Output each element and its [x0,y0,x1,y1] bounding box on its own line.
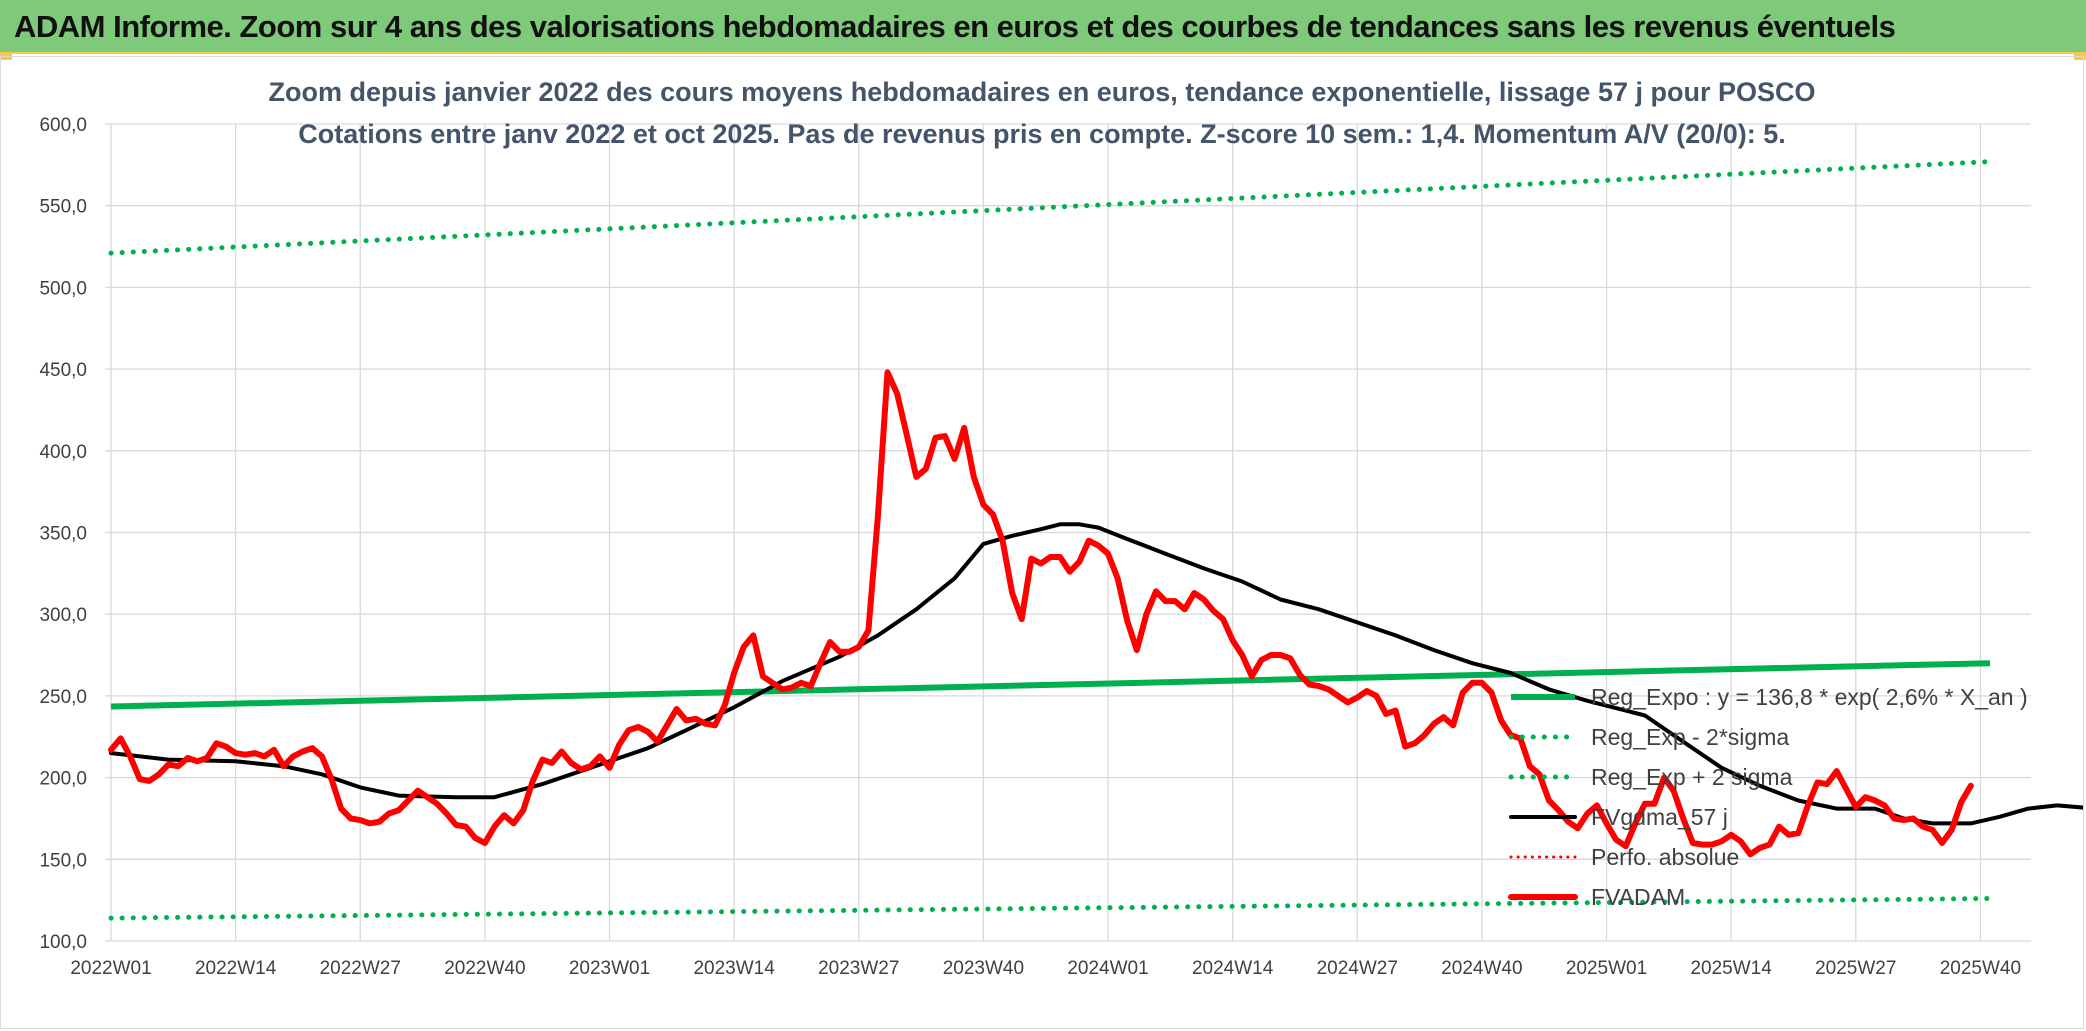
y-tick-label: 200,0 [39,769,87,790]
legend-label: FVgdma_57 j [1591,804,1728,830]
x-tick-label: 2024W14 [1192,958,1274,979]
legend-label: Reg_Exp - 2*sigma [1591,724,1789,750]
y-tick-label: 100,0 [39,932,87,953]
legend-label: FVADAM [1591,884,1685,910]
legend-label: Perfo. absolue [1591,844,1739,870]
y-tick-label: 400,0 [39,442,87,463]
report-title: ADAM Informe. Zoom sur 4 ans des valoris… [14,9,1896,44]
x-tick-label: 2022W14 [195,958,277,979]
x-tick-label: 2025W01 [1566,958,1647,979]
x-tick-label: 2022W01 [70,958,151,979]
reg-exp-minus-2sigma-line [108,896,1993,921]
chart-title-line-2: Cotations entre janv 2022 et oct 2025. P… [298,119,1786,149]
chart-frame: 100,0 150,0 200,0 250,0 300,0 350,0 400,0 450,0… [0,56,2084,1029]
x-tick-label: 2023W40 [943,958,1024,979]
chart-title-line-1: Zoom depuis janvier 2022 des cours moyen… [268,77,1815,107]
chart: 100,0 150,0 200,0 250,0 300,0 350,0 400,0 450,0… [39,77,2083,979]
y-tick-label: 300,0 [39,605,87,626]
x-tick-label: 2025W27 [1815,958,1896,979]
corner-mark-left [0,54,12,60]
header-bar: ADAM Informe. Zoom sur 4 ans des valoris… [0,0,2086,54]
x-tick-label: 2025W14 [1690,958,1772,979]
x-tick-label: 2025W40 [1940,958,2021,979]
x-tick-label: 2023W14 [693,958,775,979]
y-tick-label: 450,0 [39,360,87,381]
axis-layer: 100,0 150,0 200,0 250,0 300,0 350,0 400,0 450,0… [39,115,2021,979]
x-tick-label: 2024W40 [1441,958,1522,979]
y-tick-label: 550,0 [39,197,87,218]
y-tick-label: 500,0 [39,278,87,299]
legend-label: Reg_Exp + 2 sigma [1591,764,1793,790]
corner-mark-right [2074,54,2086,60]
x-tick-label: 2024W27 [1317,958,1398,979]
reg-expo-line [110,660,1991,710]
series-layer [108,159,2083,921]
legend: Reg_Expo : y = 136,8 * exp( 2,6% * X_an … [1508,684,2028,910]
x-tick-label: 2023W01 [569,958,650,979]
x-tick-label: 2022W40 [444,958,525,979]
y-tick-label: 250,0 [39,687,87,708]
x-tick-label: 2024W01 [1067,958,1148,979]
y-tick-label: 600,0 [39,115,87,136]
y-tick-label: 350,0 [39,524,87,545]
y-tick-label: 150,0 [39,850,87,871]
legend-label: Reg_Expo : y = 136,8 * exp( 2,6% * X_an … [1591,684,2028,710]
x-tick-label: 2022W27 [320,958,401,979]
grid-layer [105,123,2031,942]
fvadam-line [108,369,1974,858]
x-tick-label: 2023W27 [818,958,899,979]
reg-exp-plus-2sigma-line [108,159,1993,256]
